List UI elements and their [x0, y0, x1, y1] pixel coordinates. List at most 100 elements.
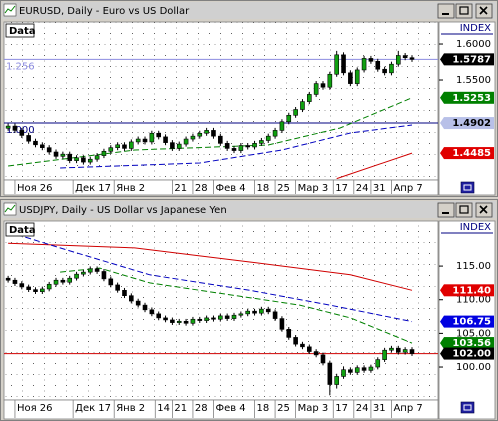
scale-button[interactable] — [460, 401, 475, 414]
candle-body — [238, 313, 244, 316]
window-title: USDJPY, Daily - US Dollar vs Japanese Ye… — [19, 205, 227, 216]
candle-body — [12, 279, 18, 284]
candle-body — [5, 277, 11, 281]
candle-body — [245, 145, 250, 148]
candle-body — [320, 83, 326, 88]
moving-average — [60, 124, 413, 169]
minimize-button[interactable] — [437, 3, 455, 19]
candle-body — [300, 101, 305, 110]
candle-body — [272, 311, 278, 319]
candle-body — [33, 140, 38, 146]
price-badge — [444, 147, 494, 160]
x-tick-label: 28 — [195, 183, 208, 194]
candle-body — [368, 58, 374, 62]
candle-body — [108, 278, 114, 286]
candle-body — [327, 73, 333, 88]
candle-body — [176, 320, 182, 323]
candle-body — [293, 337, 298, 345]
x-tick-label: 28 — [195, 403, 208, 414]
y-tick-label: 115.00 — [456, 261, 491, 272]
price-badge-arrow — [440, 91, 444, 104]
close-button[interactable] — [475, 3, 493, 19]
candle-body — [40, 288, 45, 292]
candle-body — [33, 289, 38, 292]
candle-body — [74, 273, 79, 279]
maximize-button[interactable] — [455, 202, 473, 218]
price-badge-arrow — [440, 284, 444, 297]
candle-body — [389, 63, 394, 74]
candle-body — [354, 367, 360, 373]
candle-body — [293, 109, 298, 116]
price-badge-label: 102.00 — [452, 349, 491, 360]
x-tick-label: Дек 17 — [75, 183, 111, 194]
maximize-button[interactable] — [455, 3, 473, 19]
y-tick-label: 100.00 — [456, 362, 491, 373]
grid — [4, 221, 438, 400]
y-tick-label: 110.00 — [456, 295, 491, 306]
candle-body — [46, 283, 52, 290]
button-glyph — [459, 205, 469, 214]
candle-body — [286, 329, 292, 338]
x-tick-label: Янв 2 — [116, 403, 145, 414]
candle-body — [382, 68, 387, 74]
price-badge-arrow — [440, 347, 444, 360]
candle-body — [341, 54, 346, 74]
x-tick-label: Ноя 26 — [17, 403, 53, 414]
candle-body — [129, 141, 134, 149]
candle-body — [320, 354, 326, 364]
x-tick-label: 31 — [373, 403, 386, 414]
candle-body — [183, 138, 189, 145]
candle-body — [197, 318, 203, 321]
candle-body — [218, 315, 223, 320]
x-tick-label: Мар 3 — [298, 183, 329, 194]
candle-body — [12, 125, 18, 131]
candle-body — [108, 147, 114, 152]
price-badge — [444, 315, 494, 328]
price-badge-label: 111.40 — [452, 285, 491, 296]
candle-body — [53, 279, 59, 285]
candle-body — [238, 145, 244, 151]
window-icon-line — [4, 5, 16, 14]
moving-average — [60, 267, 413, 344]
candle-body — [142, 138, 148, 143]
candle-body — [218, 135, 223, 144]
scale-button[interactable] — [460, 181, 475, 194]
candle-body — [313, 83, 319, 95]
x-tick-label: Мар 3 — [298, 403, 329, 414]
price-badge-label: 1.5253 — [452, 93, 491, 104]
candle-body — [307, 346, 312, 352]
candle-body — [265, 135, 271, 141]
level-label: 1.256 — [6, 61, 35, 72]
candle-body — [26, 286, 31, 290]
x-tick-label: 17 — [335, 183, 348, 194]
button-face — [455, 202, 473, 218]
candle-body — [74, 157, 79, 161]
scale-button-face — [460, 401, 475, 414]
candle-body — [156, 132, 162, 138]
candle-body — [245, 310, 250, 315]
x-tick-label: Ноя 26 — [17, 183, 53, 194]
moving-average — [336, 152, 413, 180]
candle-body — [19, 283, 25, 288]
candle-body — [129, 295, 134, 302]
candle-body — [115, 284, 120, 291]
candle-body — [122, 144, 127, 149]
axis-label: INDEX — [460, 222, 491, 233]
title-bar — [2, 201, 496, 218]
grid — [4, 22, 438, 180]
candle-body — [368, 366, 374, 371]
candle-body — [156, 313, 162, 319]
candle-body — [115, 144, 120, 148]
title-bar — [2, 2, 496, 19]
close-button[interactable] — [475, 202, 493, 218]
candle-body — [67, 153, 73, 161]
candle-body — [224, 143, 230, 149]
price-badge-arrow — [440, 337, 444, 350]
candle-body — [375, 61, 381, 70]
minimize-button[interactable] — [437, 202, 455, 218]
candle-body — [395, 347, 401, 353]
price-badge — [444, 337, 494, 350]
y-tick-label: 1.5500 — [456, 75, 491, 86]
y-tick-label: 105.00 — [456, 328, 491, 339]
price-badge-arrow — [440, 315, 444, 328]
